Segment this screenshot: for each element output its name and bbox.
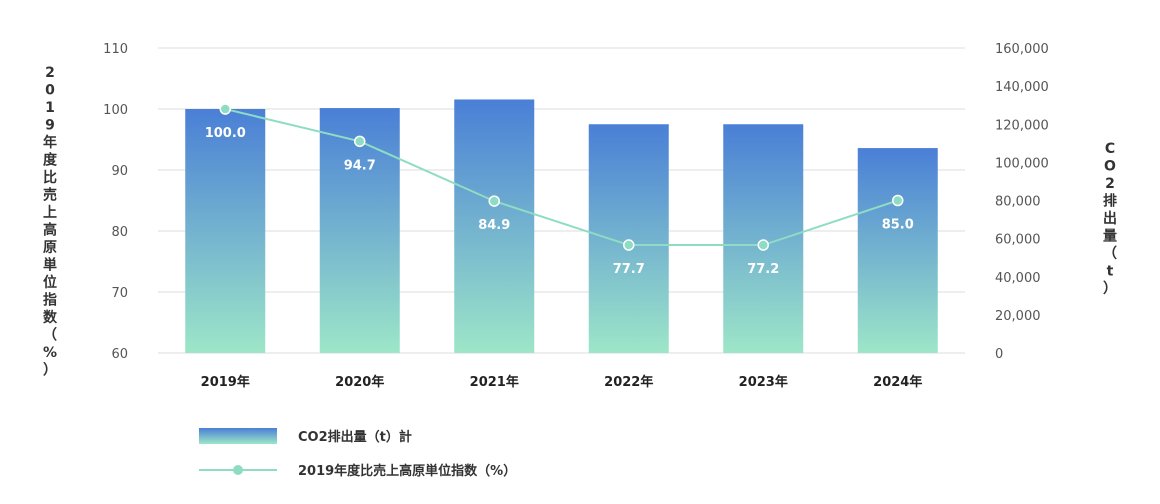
right-axis-title-text: C O 2 排出量（ t） [1103, 141, 1117, 297]
right-tick-label: 0 [995, 347, 1003, 362]
bar [185, 109, 266, 353]
legend-bar-swatch [199, 428, 277, 444]
data-label: 100.0 [205, 126, 246, 141]
left-axis-ticks: 110 100 90 80 70 60 [103, 42, 128, 362]
bar [454, 99, 535, 353]
left-tick-label: 80 [111, 225, 128, 240]
category-label: 2019年 [201, 374, 250, 390]
right-tick-label: 60,000 [995, 233, 1041, 248]
left-axis-title-text: 2 0 1 9 年度比売上高原単位指数（%） [43, 65, 58, 379]
left-tick-label: 90 [111, 164, 128, 179]
legend-line-label: 2019年度比売上高原単位指数（%） [298, 463, 516, 479]
bar-series [185, 99, 938, 353]
right-tick-label: 140,000 [995, 80, 1049, 95]
grid-lines [158, 47, 965, 354]
category-label: 2021年 [470, 374, 519, 390]
right-tick-label: 80,000 [995, 195, 1041, 210]
category-label: 2024年 [873, 374, 922, 390]
series-line [225, 108, 899, 247]
left-tick-label: 100 [103, 103, 128, 118]
bar [723, 124, 804, 353]
bar [588, 124, 669, 353]
data-label: 77.2 [747, 262, 779, 277]
data-labels: 100.0 94.7 84.9 77.7 77.2 85.0 [205, 126, 914, 277]
right-tick-label: 160,000 [995, 42, 1049, 57]
left-tick-label: 60 [111, 347, 128, 362]
line-point [623, 239, 635, 251]
right-axis-ticks: 160,000 140,000 120,000 100,000 80,000 60,000… [995, 42, 1049, 362]
line-point [354, 135, 366, 148]
right-tick-label: 100,000 [995, 156, 1049, 171]
right-tick-label: 120,000 [995, 118, 1049, 133]
right-tick-label: 40,000 [995, 271, 1041, 286]
line-point [488, 195, 500, 207]
category-labels: 2019年 2020年 2021年 2022年 2023年 2024年 [201, 374, 923, 390]
data-label: 77.7 [613, 262, 645, 277]
line-point [892, 194, 904, 207]
bar [857, 148, 938, 353]
line-series [219, 103, 904, 251]
left-tick-label: 70 [111, 286, 128, 301]
legend-bar-label: CO2排出量（t）計 [298, 429, 412, 445]
legend-line-marker [233, 465, 243, 475]
left-tick-label: 110 [103, 42, 128, 57]
category-label: 2023年 [739, 374, 788, 390]
line-point [757, 239, 769, 251]
category-label: 2022年 [604, 374, 653, 390]
line-point [219, 103, 231, 115]
bar [319, 108, 400, 353]
legend: CO2排出量（t）計 2019年度比売上高原単位指数（%） [199, 428, 516, 479]
data-label: 84.9 [478, 218, 510, 233]
right-tick-label: 20,000 [995, 309, 1041, 324]
category-label: 2020年 [335, 374, 384, 390]
left-axis-title: 2 0 1 9 年度比売上高原単位指数（%） [43, 65, 58, 379]
data-label: 85.0 [882, 218, 914, 233]
data-label: 94.7 [344, 158, 376, 173]
right-axis-title: C O 2 排出量（ t） [1103, 141, 1117, 297]
